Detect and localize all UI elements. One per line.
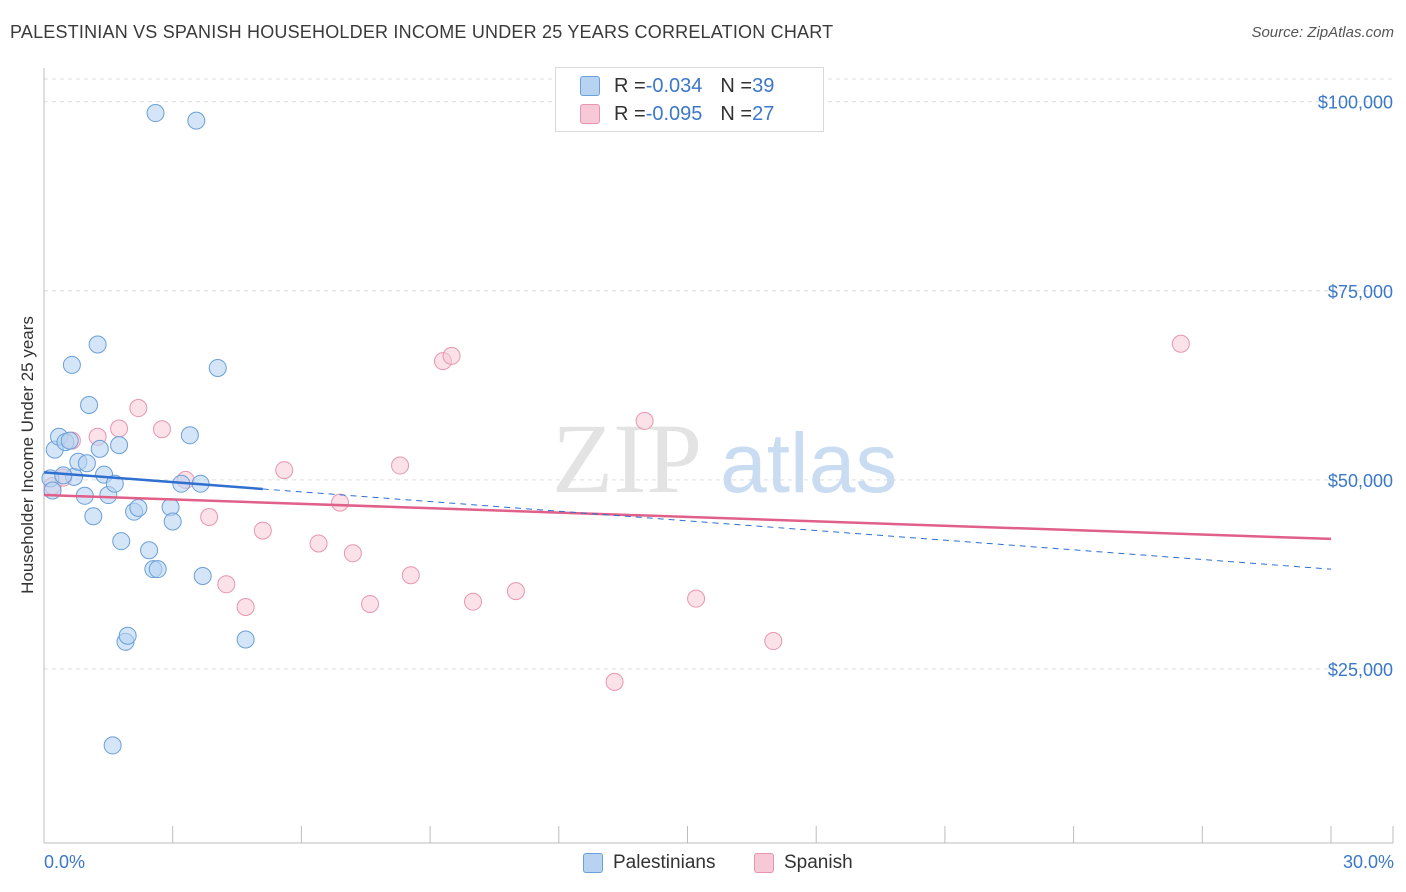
- palestinian-point: [80, 396, 99, 415]
- spanish-point: [391, 456, 410, 475]
- spanish-point: [217, 575, 236, 594]
- spanish-point: [309, 534, 328, 553]
- chart-title: PALESTINIAN VS SPANISH HOUSEHOLDER INCOM…: [10, 22, 834, 42]
- gridlines: [44, 78, 1393, 670]
- spanish-point: [343, 544, 362, 563]
- spanish-point: [401, 566, 420, 585]
- spanish-trend-line: [43, 493, 1332, 541]
- spanish-point: [687, 589, 706, 608]
- palestinian-point: [112, 532, 131, 551]
- y-tick-labels: $25,000 $50,000 $75,000 $100,000: [1318, 93, 1393, 680]
- palestinian-point: [62, 355, 81, 374]
- palestinian-points: [41, 104, 255, 755]
- y-tick-label: $50,000: [1328, 471, 1393, 491]
- legend-n-value: 27: [752, 102, 775, 125]
- palestinian-point: [118, 626, 137, 645]
- spanish-point: [129, 399, 148, 418]
- palestinian-point: [148, 560, 167, 579]
- legend-r-label: R =: [614, 102, 646, 125]
- spanish-point: [361, 594, 380, 613]
- correlation-legend: R = -0.034 N = 39 R = -0.095 N = 27: [555, 67, 824, 132]
- palestinian-point: [88, 335, 107, 354]
- palestinian-point: [193, 566, 212, 585]
- spanish-point: [442, 346, 461, 365]
- legend-r-value: -0.095: [645, 102, 703, 125]
- palestinians-swatch: [580, 76, 600, 96]
- spanish-point: [605, 672, 624, 691]
- spanish-point: [635, 411, 654, 430]
- palestinian-trend-extension: [262, 488, 1332, 570]
- palestinians-legend-swatch: [583, 853, 603, 873]
- palestinian-point: [77, 454, 96, 473]
- watermark-atlas: atlas: [720, 416, 897, 510]
- legend-row-palestinians: R = -0.034 N = 39: [580, 74, 774, 98]
- spanish-point: [236, 597, 255, 616]
- palestinian-point: [140, 541, 159, 560]
- watermark: ZIP atlas: [552, 403, 897, 514]
- x-tick-label-min: 0.0%: [44, 852, 86, 872]
- palestinian-point: [129, 498, 148, 517]
- palestinian-point: [187, 111, 206, 130]
- spanish-point: [506, 582, 525, 601]
- spanish-point: [275, 461, 294, 480]
- spanish-point: [152, 420, 171, 439]
- palestinians-legend-label: Palestinians: [613, 852, 716, 873]
- spanish-point: [253, 521, 272, 540]
- palestinian-point: [90, 439, 109, 458]
- palestinian-point: [236, 630, 255, 649]
- axes: [43, 68, 1394, 844]
- spanish-point: [764, 632, 783, 651]
- watermark-zip: ZIP: [552, 403, 702, 514]
- source-label: Source: ZipAtlas.com: [1251, 24, 1394, 41]
- bottom-legend-palestinians: Palestinians: [583, 852, 715, 874]
- legend-n-label: N =: [720, 74, 753, 97]
- palestinian-point: [60, 431, 79, 450]
- spanish-point: [200, 507, 219, 526]
- palestinian-point: [103, 736, 122, 755]
- bottom-legend-spanish: Spanish: [754, 852, 853, 874]
- palestinian-point: [208, 358, 227, 377]
- spanish-point: [1171, 334, 1190, 353]
- legend-row-spanish: R = -0.095 N = 27: [580, 102, 774, 126]
- palestinian-point: [163, 512, 182, 531]
- palestinian-point: [105, 474, 124, 493]
- spanish-point: [110, 419, 129, 438]
- palestinian-trend-line: [43, 471, 263, 491]
- y-tick-label: $25,000: [1328, 660, 1393, 680]
- x-tick-label-max: 30.0%: [1342, 852, 1394, 872]
- spanish-swatch: [580, 104, 600, 124]
- trend-lines: [43, 471, 1332, 570]
- palestinian-point: [146, 104, 165, 123]
- legend-n-label: N =: [720, 102, 753, 125]
- legend-n-value: 39: [752, 74, 775, 97]
- spanish-legend-swatch: [754, 853, 774, 873]
- legend-r-value: -0.034: [645, 74, 703, 97]
- palestinian-point: [84, 507, 103, 526]
- y-tick-label: $100,000: [1318, 93, 1393, 113]
- palestinian-point: [180, 426, 199, 445]
- legend-r-label: R =: [614, 74, 646, 97]
- spanish-point: [331, 493, 350, 512]
- spanish-point: [464, 592, 482, 611]
- y-tick-label: $75,000: [1328, 282, 1393, 302]
- palestinian-point: [110, 436, 129, 455]
- spanish-legend-label: Spanish: [784, 852, 853, 873]
